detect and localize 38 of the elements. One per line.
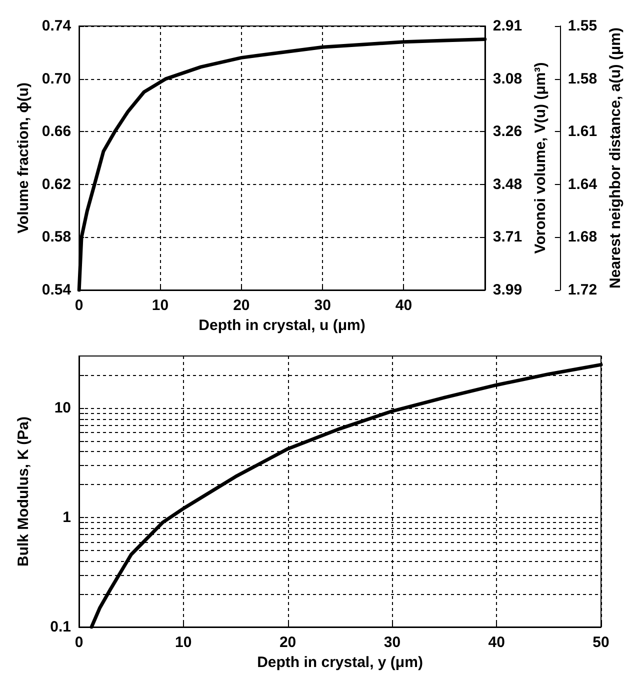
x-tick-label: 10 [152, 297, 169, 314]
y-tick-label: 0.66 [42, 123, 72, 140]
category-label: 3.99 [492, 282, 522, 298]
x-tick-label: 20 [233, 297, 250, 314]
text: 1.68 [568, 228, 598, 246]
text: 1.58 [568, 70, 598, 88]
x-tick-label: 0 [74, 297, 84, 314]
category-label: 3.71 [492, 228, 522, 246]
text: 1.72 [568, 282, 598, 298]
y2-axis-title: Voronoi volume, V(u) (μm³) [532, 62, 549, 254]
x-tick-label: 10 [175, 634, 192, 651]
category-label: 3.48 [492, 176, 522, 193]
x-tick-label: 20 [279, 634, 296, 651]
x-axis-title: Depth in crystal, y (μm) [257, 654, 423, 671]
category-label: 3.08 [492, 70, 522, 88]
y-tick-label: 0.62 [42, 176, 72, 193]
y-tick-label: 0.54 [42, 282, 72, 298]
x-tick-label: 30 [384, 634, 401, 651]
x-tick-label: 40 [488, 634, 505, 651]
x-tick-label: 40 [395, 297, 412, 314]
x-tick-label: 30 [314, 297, 331, 314]
y-tick-label: 0.1 [50, 618, 71, 636]
category-label: 2.91 [492, 18, 522, 34]
x-tick-label: 50 [592, 634, 610, 651]
text: 1.64 [568, 176, 598, 193]
y-axis-title: Volume fraction, ϕ(u) [15, 82, 32, 234]
y-tick-label: 10 [54, 400, 71, 417]
y3-axis-title: Nearest neighbor distance, a(u) (μm) [607, 28, 624, 288]
y-axis-title: Bulk Modulus, K (Pa) [15, 416, 32, 566]
x-axis-title: Depth in crystal, u (μm) [198, 316, 366, 334]
y-tick-label: 1 [62, 509, 71, 526]
y-tick-label: 0.70 [42, 70, 72, 88]
y-tick-label: 0.58 [42, 228, 72, 246]
text: 1.55 [568, 18, 598, 34]
x-tick-label: 0 [74, 634, 84, 651]
category-label: 3.26 [492, 123, 522, 140]
y-tick-label: 0.74 [42, 18, 72, 34]
text: 1.61 [568, 123, 598, 140]
